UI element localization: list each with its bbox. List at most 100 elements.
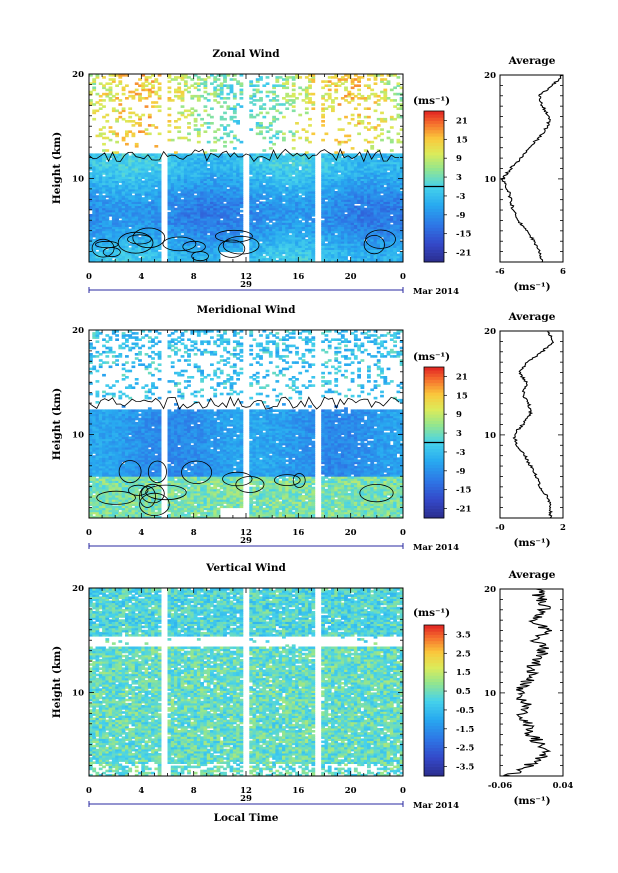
heatmap-cell: [291, 216, 296, 219]
heatmap-cell: [180, 191, 185, 194]
heatmap-cell: [265, 178, 270, 181]
heatmap-cell: [275, 249, 280, 253]
heatmap-cell: [187, 157, 191, 161]
heatmap-cell: [337, 78, 342, 81]
heatmap-cell: [265, 216, 270, 219]
heatmap-cell: [92, 117, 97, 121]
heatmap-cell: [282, 97, 286, 100]
heatmap-cell: [210, 184, 214, 188]
heatmap-cell: [219, 216, 224, 219]
heatmap-cell: [125, 142, 129, 146]
heatmap-cell: [304, 249, 309, 253]
heatmap-cell: [226, 86, 231, 90]
heatmap-cell: [304, 130, 309, 133]
heatmap-cell: [291, 184, 296, 188]
heatmap-cell: [206, 153, 211, 156]
heatmap-cell: [282, 180, 286, 184]
heatmap-cell: [268, 159, 273, 163]
heatmap-cell: [115, 182, 119, 186]
heatmap-cell: [128, 209, 133, 213]
heatmap-cell: [223, 174, 227, 177]
heatmap-cell: [170, 241, 175, 244]
heatmap-cell: [239, 249, 244, 253]
heatmap-cell: [121, 218, 126, 221]
heatmap-cell: [157, 170, 162, 173]
heatmap-cell: [203, 193, 208, 196]
heatmap-cell: [167, 201, 172, 204]
heatmap-cell: [174, 170, 178, 173]
heatmap-cell: [105, 259, 110, 263]
heatmap-cell: [151, 236, 155, 240]
heatmap-cell: [255, 243, 260, 246]
heatmap-cell: [190, 222, 195, 225]
heatmap-cell: [157, 184, 162, 188]
heatmap-cell: [291, 92, 296, 96]
heatmap-cell: [102, 197, 106, 200]
heatmap-cell: [291, 76, 296, 79]
heatmap-cell: [200, 195, 204, 198]
heatmap-cell: [255, 184, 260, 188]
heatmap-cell: [187, 161, 191, 165]
heatmap-cell: [259, 105, 263, 108]
heatmap-cell: [154, 241, 159, 244]
heatmap-cell: [282, 84, 286, 87]
heatmap-cell: [183, 84, 188, 87]
heatmap-cell: [272, 230, 276, 234]
heatmap-cell: [210, 216, 214, 219]
heatmap-cell: [236, 184, 240, 188]
heatmap-cell: [167, 226, 172, 230]
heatmap-cell: [226, 180, 231, 184]
heatmap-cell: [262, 259, 267, 263]
heatmap-cell: [95, 205, 100, 209]
heatmap-cell: [154, 205, 159, 209]
heatmap-cell: [151, 186, 155, 190]
heatmap-cell: [89, 159, 93, 163]
heatmap-cell: [226, 249, 231, 253]
heatmap-cell: [98, 134, 103, 138]
heatmap-cell: [190, 195, 195, 198]
heatmap-cell: [92, 163, 97, 167]
heatmap-cell: [174, 230, 178, 234]
heatmap-cell: [376, 94, 381, 98]
heatmap-cell: [180, 94, 185, 98]
heatmap-cell: [190, 226, 195, 230]
heatmap-cell: [255, 186, 260, 190]
heatmap-cell: [262, 161, 267, 165]
heatmap-cell: [304, 243, 309, 246]
heatmap-cell: [128, 201, 133, 204]
heatmap-cell: [167, 97, 172, 100]
heatmap-cell: [128, 90, 133, 94]
heatmap-cell: [98, 218, 103, 221]
heatmap-cell: [183, 157, 188, 161]
heatmap-cell: [138, 232, 142, 236]
heatmap-cell: [98, 203, 103, 207]
heatmap-cell: [115, 170, 119, 173]
heatmap-cell: [174, 239, 178, 242]
heatmap-cell: [262, 232, 267, 236]
heatmap-cell: [259, 259, 263, 263]
heatmap-cell: [252, 103, 257, 106]
heatmap-cell: [193, 159, 198, 163]
heatmap-cell: [223, 80, 227, 83]
heatmap-cell: [229, 203, 234, 207]
heatmap-cell: [226, 188, 231, 192]
heatmap-cell: [308, 97, 312, 100]
heatmap-cell: [298, 220, 303, 223]
heatmap-cell: [262, 159, 267, 163]
heatmap-cell: [157, 251, 162, 255]
heatmap-cell: [249, 182, 254, 186]
heatmap-cell: [308, 124, 312, 127]
heatmap-cell: [380, 97, 384, 100]
heatmap-cell: [301, 174, 306, 177]
heatmap-cell: [98, 176, 103, 179]
heatmap-cell: [144, 203, 149, 207]
heatmap-cell: [196, 199, 201, 202]
heatmap-cell: [265, 211, 270, 215]
heatmap-cell: [223, 199, 227, 202]
heatmap-cell: [108, 211, 113, 215]
heatmap-cell: [278, 188, 283, 192]
heatmap-cell: [183, 234, 188, 238]
heatmap-cell: [229, 157, 234, 161]
heatmap-cell: [272, 239, 276, 242]
heatmap-cell: [275, 117, 280, 121]
